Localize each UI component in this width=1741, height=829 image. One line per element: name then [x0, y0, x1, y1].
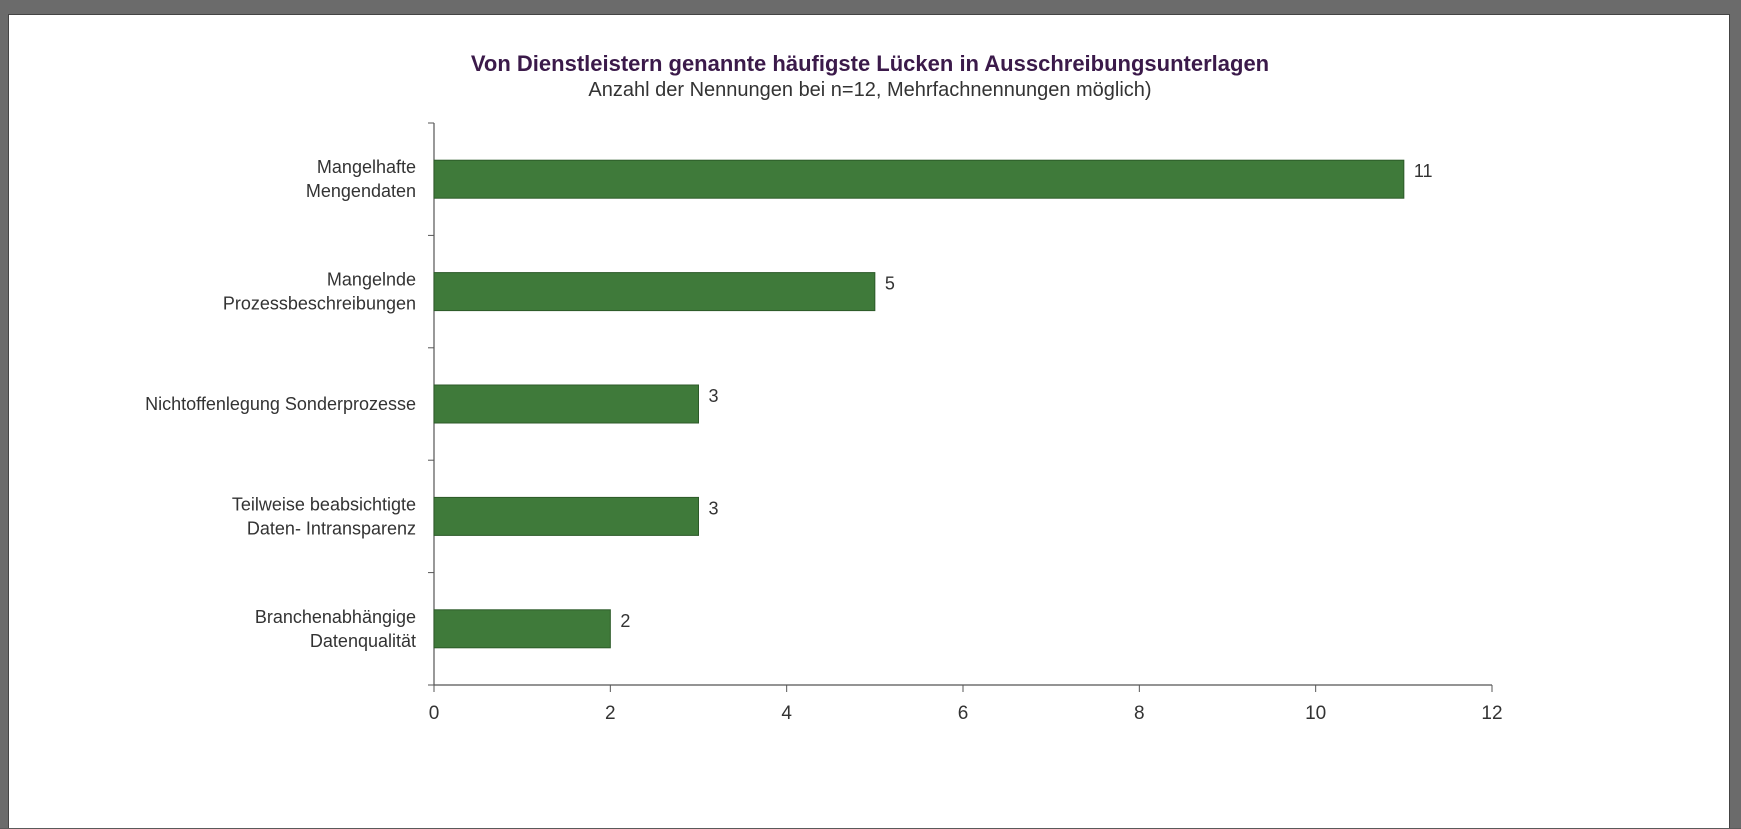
- data-label: 11: [1414, 161, 1433, 181]
- category-label: Branchenabhängige Datenqualität: [255, 607, 416, 651]
- category-label: Mangelhafte Mengendaten: [306, 157, 416, 201]
- category-label-line: Mangelhafte: [317, 157, 416, 177]
- x-tick-label: 12: [1481, 703, 1502, 724]
- category-label: Teilweise beabsichtigte Daten- Intranspar…: [232, 494, 416, 538]
- x-tick-label: 10: [1305, 703, 1326, 724]
- bar: [434, 273, 875, 311]
- category-label-line: Teilweise beabsichtigte: [232, 494, 416, 514]
- category-label-line: Datenqualität: [310, 631, 416, 651]
- bar: [434, 497, 699, 535]
- category-label-line: Prozessbeschreibungen: [223, 294, 416, 314]
- bar: [434, 160, 1404, 198]
- data-label: 5: [885, 274, 895, 294]
- x-tick-label: 6: [958, 703, 969, 724]
- data-label: 3: [709, 386, 719, 406]
- bar: [434, 385, 699, 423]
- category-label-line: Mangelnde: [327, 270, 416, 290]
- bar-chart: 0 2 4 6 8 10 12 11 Mangelhafte Mengendaten 5 Mangel…: [9, 15, 1731, 829]
- x-tick-label: 2: [605, 703, 616, 724]
- category-label: Mangelnde Prozessbeschreibungen: [223, 270, 416, 314]
- category-label-line: Branchenabhängige: [255, 607, 416, 627]
- category-label-line: Nichtoffenlegung Sonderprozesse: [145, 394, 416, 414]
- data-label: 3: [709, 498, 719, 518]
- bar: [434, 610, 610, 648]
- chart-panel: Von Dienstleistern genannte häufigste Lü…: [8, 14, 1730, 828]
- category-label: Nichtoffenlegung Sonderprozesse: [145, 394, 416, 414]
- x-tick-label: 8: [1134, 703, 1145, 724]
- category-label-line: Mengendaten: [306, 181, 416, 201]
- data-label: 2: [620, 611, 630, 631]
- x-tick-label: 0: [429, 703, 440, 724]
- x-tick-label: 4: [781, 703, 792, 724]
- category-label-line: Daten- Intransparenz: [247, 518, 416, 538]
